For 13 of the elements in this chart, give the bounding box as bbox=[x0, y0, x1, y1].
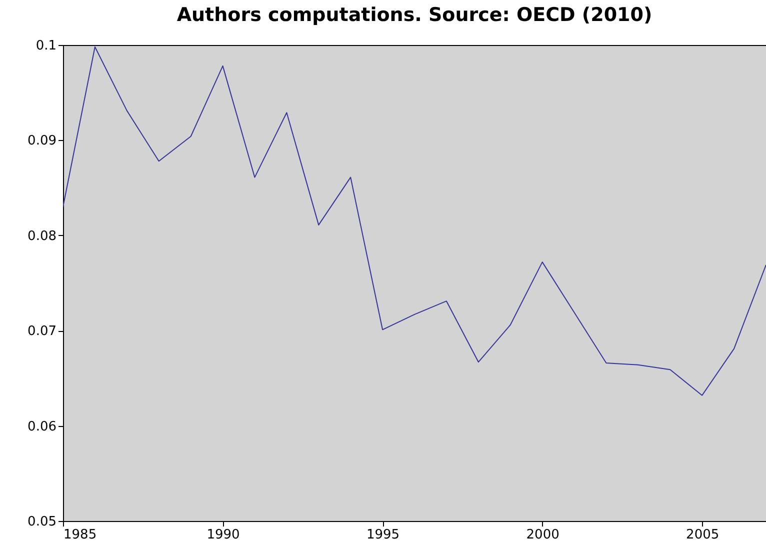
y-tick-label: 0.09 bbox=[28, 134, 56, 149]
x-tick-label: 1995 bbox=[366, 528, 400, 542]
y-tick-label: 0.05 bbox=[28, 514, 56, 530]
x-tick-label: 1990 bbox=[206, 528, 240, 542]
chart-title: Authors computations. Source: OECD (2010) bbox=[176, 4, 652, 26]
y-tick-label: 0.1 bbox=[36, 38, 56, 54]
x-tick-label: 2005 bbox=[686, 528, 720, 542]
x-tick-label: 2000 bbox=[526, 528, 560, 542]
y-tick-label: 0.07 bbox=[28, 324, 56, 340]
y-tick-label: 0.08 bbox=[28, 228, 56, 244]
line-series bbox=[63, 46, 766, 396]
y-tick-label: 0.06 bbox=[28, 419, 56, 434]
x-tick-label: 1985 bbox=[64, 528, 97, 542]
